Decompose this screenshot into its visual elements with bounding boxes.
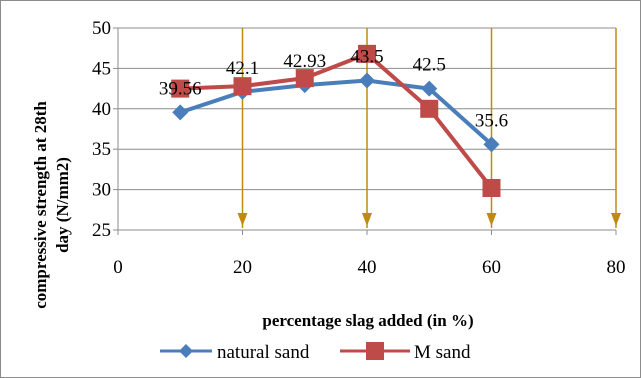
data-label-natural-sand-20: 42.1 (226, 58, 259, 79)
data-label-natural-sand-60: 35.6 (475, 110, 508, 131)
vertical-arrow-head-20 (237, 213, 248, 226)
data-point-natural-sand-40 (359, 72, 375, 89)
x-tick-label-0: 0 (113, 257, 123, 278)
vertical-arrow-head-40 (362, 213, 372, 226)
y-tick-label-45: 45 (92, 58, 111, 79)
data-point-m-sand-20 (233, 77, 252, 96)
y-tick-label-40: 40 (92, 99, 111, 120)
legend-label-m-sand: M sand (414, 342, 471, 363)
data-point-natural-sand-50 (421, 80, 438, 97)
axes: 25 30 35 40 45 50 0 20 40 60 80 (92, 18, 626, 278)
data-point-natural-sand-10 (172, 104, 189, 121)
y-axis-title: compressive strength at 28th day (N/mm2) (31, 101, 72, 309)
data-point-m-sand-60 (482, 178, 501, 197)
legend-marker-square (366, 342, 384, 360)
data-point-m-sand-10 (171, 79, 190, 98)
data-label-natural-sand-50: 42.5 (413, 55, 446, 76)
series-layer (171, 44, 501, 197)
x-tick-label-60: 60 (482, 257, 501, 278)
series-line-natural-sand (179, 78, 493, 146)
legend: natural sand M sand (160, 342, 471, 363)
data-labels: 39.56 42.1 42.93 43.5 42.5 35.6 (159, 47, 508, 132)
data-label-natural-sand-10: 39.56 (159, 78, 202, 99)
legend-marker-diamond (179, 344, 193, 358)
data-label-natural-sand-40: 43.5 (350, 47, 383, 68)
legend-label-natural-sand: natural sand (217, 342, 310, 363)
y-tick-label-50: 50 (92, 18, 111, 39)
legend-item-m-sand: M sand (340, 342, 471, 363)
y-tick-label-25: 25 (92, 220, 111, 241)
x-tick-label-20: 20 (233, 257, 252, 278)
data-point-m-sand-40 (358, 44, 376, 63)
data-point-m-sand-30 (295, 69, 314, 88)
x-tick-label-80: 80 (607, 257, 626, 278)
y-tick-label-30: 30 (92, 180, 111, 201)
y-axis-title-line-1: compressive strength at 28th (31, 101, 50, 309)
data-label-natural-sand-30: 42.93 (283, 51, 326, 72)
y-tick-label-35: 35 (92, 139, 111, 160)
y-axis-title-line-2: day (N/mm2) (53, 157, 72, 253)
data-point-m-sand-50 (420, 99, 439, 118)
data-point-natural-sand-60 (483, 136, 500, 153)
x-tick-label-40: 40 (358, 257, 377, 278)
series-line-m-sand (180, 51, 494, 190)
x-axis-title: percentage slag added (in %) (262, 311, 473, 330)
legend-item-natural-sand: natural sand (160, 342, 310, 363)
vertical-arrow-head-80 (611, 213, 621, 226)
vertical-arrow-head-60 (486, 213, 497, 226)
